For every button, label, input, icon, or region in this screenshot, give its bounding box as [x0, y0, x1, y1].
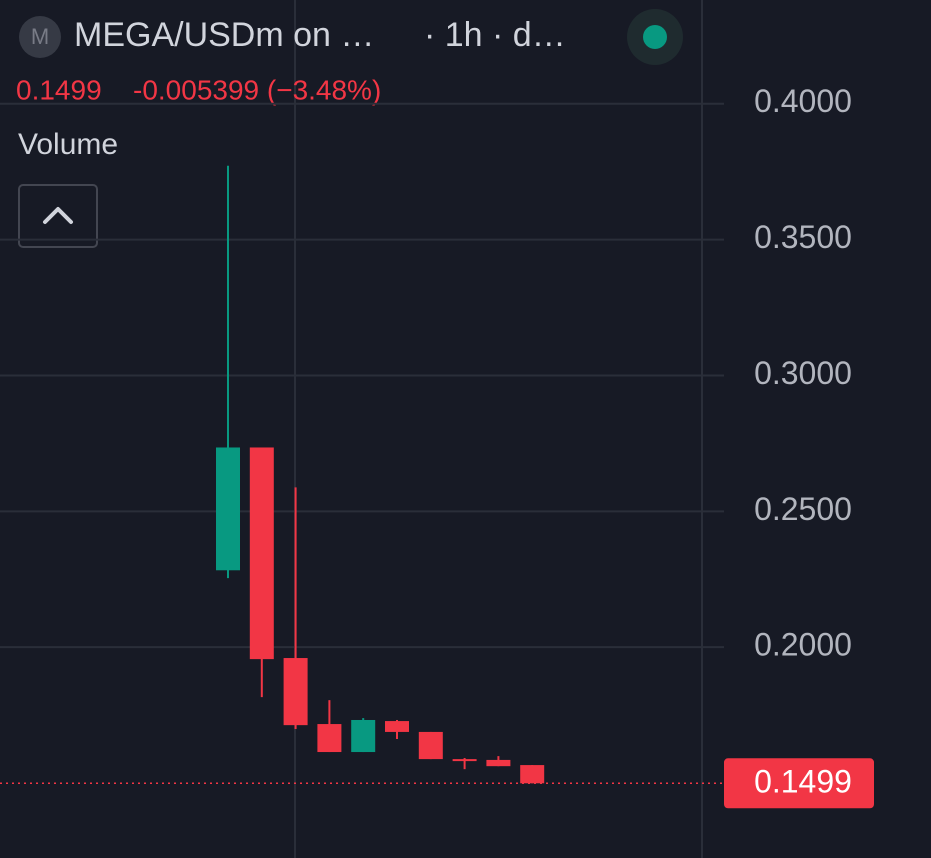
indicator-label: Volume — [18, 128, 118, 161]
candle-body — [486, 759, 511, 767]
candle-body — [249, 447, 274, 660]
chart-subtitle: · 1h · d… — [424, 16, 566, 54]
symbol-icon-letter: M — [31, 24, 49, 49]
chart-title: MEGA/USDm on … — [74, 16, 374, 54]
collapse-button[interactable] — [18, 184, 98, 248]
candle-body — [317, 724, 342, 753]
candle-body — [418, 731, 443, 760]
candle-body — [385, 721, 409, 732]
y-tick-label: 0.2500 — [754, 491, 852, 527]
candle-body — [216, 447, 240, 571]
y-tick-label: 0.4000 — [754, 83, 852, 119]
price-change: -0.005399 (−3.48%) — [133, 74, 381, 105]
status-dot — [643, 25, 667, 49]
last-price-tag — [724, 758, 874, 809]
y-tick-label: 0.2000 — [754, 627, 852, 663]
y-tick-label: 0.3500 — [754, 219, 852, 255]
candle-body — [452, 759, 477, 762]
last-price-tag-label: 0.1499 — [754, 764, 852, 800]
last-price: 0.1499 — [16, 74, 102, 105]
candle-body — [520, 765, 545, 784]
chevron-up-icon — [43, 207, 73, 224]
candle-body — [283, 658, 308, 726]
candle-body — [351, 719, 376, 753]
symbol-icon — [19, 16, 61, 58]
y-tick-label: 0.3000 — [754, 355, 852, 391]
